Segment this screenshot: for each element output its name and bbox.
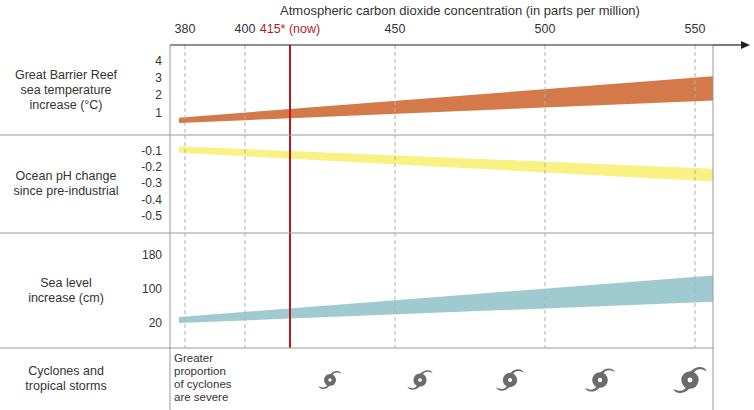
- html-text:Atmospheric carbon dioxide con: Atmospheric carbon dioxide concentration…: [280, 3, 640, 18]
- html-text:Sea level: Sea level: [40, 275, 92, 290]
- html-text:increase (cm): increase (cm): [28, 290, 104, 305]
- svg-text:-0.4: -0.4: [141, 193, 162, 207]
- svg-text:3: 3: [155, 71, 162, 85]
- svg-text:-0.1: -0.1: [141, 144, 162, 158]
- svg-text:2: 2: [155, 88, 162, 102]
- html-text:Great Barrier Reef: Great Barrier Reef: [14, 67, 118, 82]
- svg-text:415* (now): 415* (now): [260, 22, 320, 36]
- svg-text:-0.5: -0.5: [141, 209, 162, 223]
- html-text:of cyclones: of cyclones: [174, 378, 232, 390]
- html-text:tropical storms: tropical storms: [25, 379, 107, 393]
- html-text:sea temperature: sea temperature: [20, 82, 112, 97]
- svg-text:180: 180: [142, 248, 162, 262]
- html-text:since pre-industrial: since pre-industrial: [13, 184, 119, 198]
- svg-text:-0.2: -0.2: [141, 160, 162, 174]
- svg-text:450: 450: [385, 22, 406, 36]
- svg-text:550: 550: [685, 22, 706, 36]
- svg-text:-0.3: -0.3: [141, 176, 162, 190]
- svg-text:100: 100: [142, 282, 162, 296]
- html-text:are severe: are severe: [174, 391, 229, 403]
- html-text:increase (°C): increase (°C): [29, 97, 103, 112]
- svg-text:380: 380: [175, 22, 196, 36]
- html-text:Greater: Greater: [174, 352, 213, 364]
- html-text:Cyclones and: Cyclones and: [28, 364, 104, 378]
- html-text:Ocean pH change: Ocean pH change: [15, 169, 117, 183]
- svg-text:4: 4: [155, 54, 162, 68]
- svg-text:20: 20: [149, 316, 163, 330]
- html-text:proportion: proportion: [174, 365, 226, 377]
- svg-text:1: 1: [155, 106, 162, 120]
- svg-text:500: 500: [535, 22, 556, 36]
- svg-text:400: 400: [235, 22, 256, 36]
